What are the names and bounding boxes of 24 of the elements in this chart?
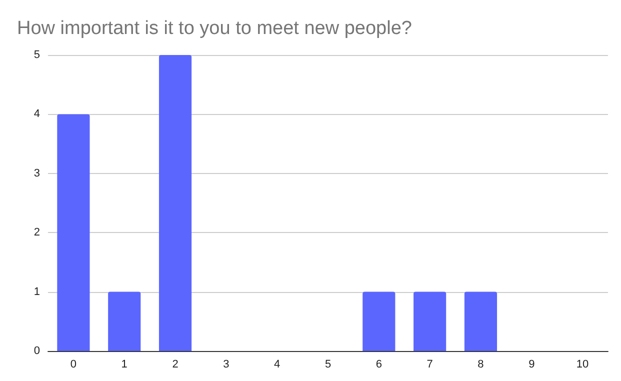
y-tick-label: 1 [34, 286, 40, 298]
x-tick-label: 4 [274, 358, 280, 370]
chart-title: How important is it to you to meet new people? [17, 18, 412, 39]
x-tick-label: 6 [376, 358, 382, 370]
y-tick-label: 0 [34, 345, 40, 357]
y-tick-label: 5 [34, 49, 40, 61]
bar [464, 292, 498, 351]
x-tick-label: 2 [172, 358, 178, 370]
bar [414, 292, 446, 351]
x-tick-label: 10 [576, 358, 589, 370]
x-tick-label: 8 [478, 358, 484, 370]
bar [108, 292, 141, 351]
bar [57, 114, 90, 351]
x-tick-label: 9 [528, 358, 535, 370]
x-tick-label: 0 [70, 358, 77, 370]
x-tick-label: 7 [426, 358, 433, 370]
y-tick-label: 2 [34, 226, 40, 239]
x-tick-label: 5 [324, 358, 332, 370]
x-tick-label: 3 [223, 358, 230, 370]
bar [158, 55, 192, 351]
y-tick-label: 3 [34, 167, 40, 180]
bar [362, 292, 396, 351]
y-tick-label: 4 [34, 108, 40, 120]
x-tick-label: 1 [121, 358, 128, 370]
